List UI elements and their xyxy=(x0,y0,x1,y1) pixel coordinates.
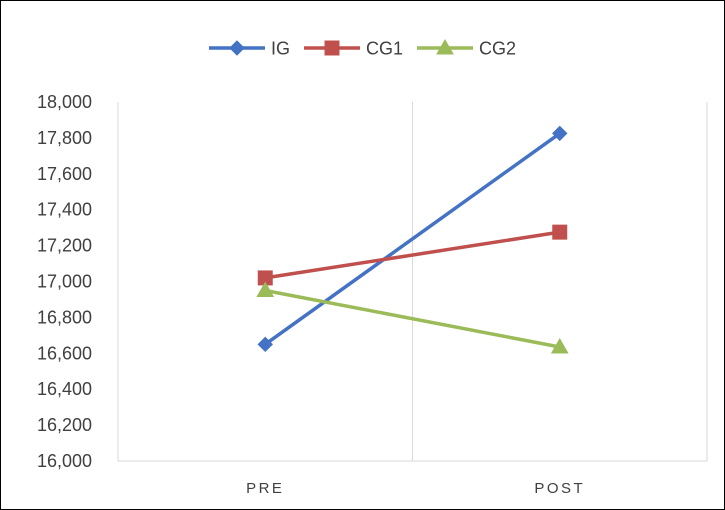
legend-label: CG1 xyxy=(366,39,403,59)
legend-label: CG2 xyxy=(479,39,516,59)
x-tick-labels: PRE POST xyxy=(246,480,585,497)
y-tick-label: 16,800 xyxy=(37,307,92,327)
series-line-cg2 xyxy=(263,288,562,349)
series-lines xyxy=(263,131,562,349)
y-tick-label: 16,600 xyxy=(37,343,92,363)
x-tick-label: PRE xyxy=(246,480,284,497)
legend-label: IG xyxy=(271,39,290,59)
data-point-cg1 xyxy=(552,224,568,240)
series-line-cg1 xyxy=(263,230,562,280)
data-point-cg2 xyxy=(550,338,569,354)
x-tick-label: POST xyxy=(534,480,585,497)
legend-marker-cg1 xyxy=(324,40,340,56)
series-line-ig xyxy=(263,131,562,347)
data-point-cg2 xyxy=(256,281,275,297)
data-point-ig xyxy=(552,125,568,142)
y-tick-label: 17,200 xyxy=(37,236,92,256)
legend-marker-ig xyxy=(229,40,245,56)
y-tick-label: 17,000 xyxy=(37,272,92,292)
legend-marker-cg2 xyxy=(436,38,454,55)
legend-item-ig: IG xyxy=(208,39,290,59)
legend-item-cg1: CG1 xyxy=(303,39,403,59)
y-tick-label: 16,000 xyxy=(37,451,92,471)
y-tick-label: 17,600 xyxy=(37,164,92,184)
gridlines xyxy=(117,102,708,461)
legend: IG CG1 CG2 xyxy=(208,39,516,59)
y-tick-labels: 16,000 16,200 16,400 16,600 16,800 17,000 17,2… xyxy=(37,92,92,471)
series-markers xyxy=(256,125,569,354)
y-tick-label: 18,000 xyxy=(37,92,92,112)
y-tick-label: 17,400 xyxy=(37,200,92,220)
y-tick-label: 16,200 xyxy=(37,415,92,435)
y-tick-label: 16,400 xyxy=(37,379,92,399)
y-tick-label: 17,800 xyxy=(37,128,92,148)
legend-item-cg2: CG2 xyxy=(417,39,516,59)
data-point-ig xyxy=(257,336,273,353)
